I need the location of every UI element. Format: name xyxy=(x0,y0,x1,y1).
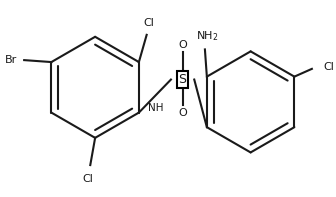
Text: Br: Br xyxy=(4,55,17,65)
Text: Cl: Cl xyxy=(143,18,154,28)
Text: NH: NH xyxy=(148,103,164,113)
Text: NH$_2$: NH$_2$ xyxy=(196,29,218,43)
Text: Cl: Cl xyxy=(82,174,93,184)
Text: S: S xyxy=(179,73,186,86)
Text: O: O xyxy=(178,40,187,50)
Text: Cl: Cl xyxy=(323,62,334,72)
Text: O: O xyxy=(178,108,187,118)
